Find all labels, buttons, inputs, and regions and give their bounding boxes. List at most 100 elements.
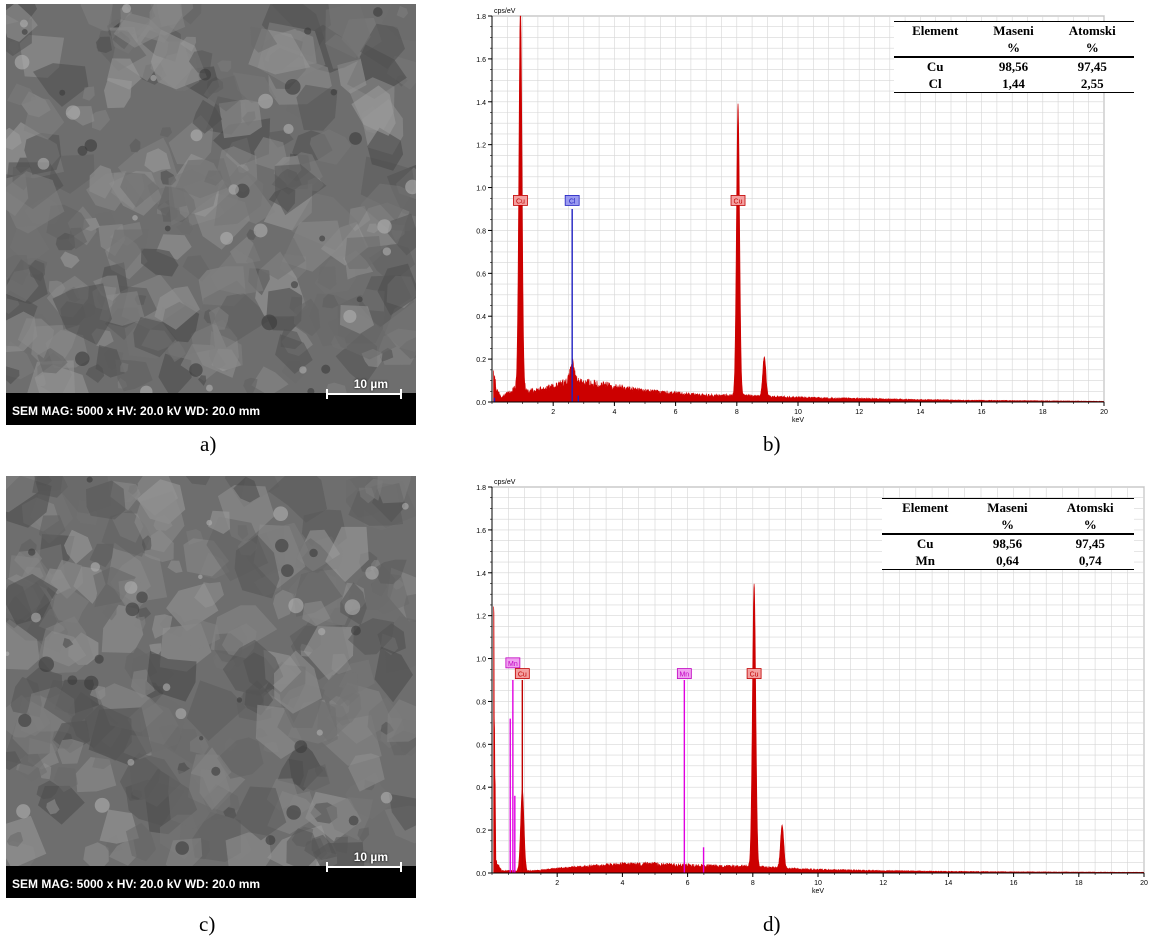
sem-grain: [186, 680, 246, 741]
sem-speck: [162, 683, 171, 691]
sem-grain: [146, 650, 197, 702]
sem-grain: [246, 229, 257, 240]
sem-grain: [255, 704, 305, 759]
sem-speck: [175, 841, 189, 855]
x-tick-label: 14: [917, 409, 925, 416]
sem-grain: [42, 631, 87, 667]
sem-grain: [223, 807, 237, 819]
table-cell: 97,45: [1077, 59, 1107, 74]
sem-grain: [125, 822, 157, 862]
sem-grain: [274, 650, 322, 714]
x-tick-label: 6: [674, 409, 678, 416]
sem-speck: [21, 28, 28, 35]
sem-grain: [129, 138, 141, 153]
element-marker-label: Cu: [734, 198, 743, 205]
sem-speck: [382, 247, 392, 256]
sem-speck: [309, 548, 318, 558]
y-tick-label: 1.8: [476, 485, 486, 492]
x-tick-label: 10: [794, 409, 802, 416]
sem-speck: [28, 548, 36, 556]
y-axis-label: cps/eV: [494, 479, 516, 486]
sem-grain: [89, 543, 114, 568]
sem-speck: [140, 385, 153, 393]
sem-speck: [253, 223, 268, 238]
table-cell: Cu: [926, 59, 944, 74]
table-row: Mn 0,64 0,74: [882, 552, 1134, 570]
y-tick-label: 0.8: [476, 228, 486, 235]
sem-grain: [246, 227, 306, 280]
sem-grain: [377, 263, 416, 316]
sem-grain: [48, 280, 66, 298]
sem-grain: [86, 480, 126, 520]
sem-speck: [16, 804, 31, 819]
sem-micrograph-texture: [6, 476, 416, 866]
sem-grain: [336, 476, 358, 499]
sem-speck: [405, 179, 416, 195]
table-cell: 0,74: [1046, 552, 1134, 570]
sem-grain: [57, 739, 84, 764]
sem-grain: [345, 236, 382, 269]
sem-grain: [309, 129, 352, 165]
x-tick-label: 14: [945, 880, 953, 887]
sem-grain: [286, 828, 322, 866]
sem-grain: [190, 736, 209, 755]
y-tick-label: 0.0: [476, 400, 486, 407]
sem-grain: [115, 359, 153, 392]
sem-grain: [217, 60, 232, 72]
sem-speck: [401, 502, 409, 510]
sem-grain: [23, 96, 65, 140]
x-tick-label: 8: [735, 409, 739, 416]
sem-grain: [185, 476, 210, 486]
sem-speck: [31, 612, 41, 623]
sem-grain: [149, 643, 162, 655]
y-tick-label: 1.4: [476, 100, 486, 107]
sem-micrograph-texture: [6, 4, 416, 393]
sem-grain: [134, 616, 146, 630]
sem-speck: [351, 625, 361, 636]
sem-grain: [302, 600, 331, 627]
sem-grain: [208, 306, 229, 330]
sem-grain: [273, 589, 294, 620]
sem-grain: [275, 334, 313, 374]
x-tick-label: 12: [879, 880, 887, 887]
sem-grain: [384, 294, 416, 352]
table-cell: 97,45: [1075, 536, 1105, 551]
sem-speck: [164, 225, 171, 232]
element-marker: Cu: [514, 668, 530, 679]
sem-grain: [38, 515, 66, 544]
sem-grain: [152, 614, 173, 639]
sem-speck: [290, 281, 299, 289]
sem-grain: [315, 764, 328, 777]
sem-grain: [198, 375, 207, 386]
sem-grain: [333, 836, 348, 854]
table-header: Element: [894, 21, 977, 39]
x-tick-label: 20: [1100, 409, 1108, 416]
y-tick-label: 1.2: [476, 614, 486, 621]
x-axis-label: keV: [812, 888, 824, 895]
sem-grain: [188, 50, 213, 74]
y-tick-label: 0.6: [476, 271, 486, 278]
table-row: Cu 98,56 97,45: [882, 534, 1134, 552]
sem-grain: [64, 529, 93, 564]
table-cell: 2,55: [1050, 75, 1134, 93]
sem-grain: [93, 275, 121, 301]
sem-grain: [129, 754, 181, 807]
x-tick-label: 16: [978, 409, 986, 416]
table-header: %: [976, 39, 1051, 58]
sem-grain: [322, 293, 339, 309]
sem-grain: [32, 476, 68, 498]
sem-grain: [6, 573, 58, 625]
panel-label-c: c): [199, 912, 216, 936]
sem-grain: [243, 377, 258, 393]
sem-grain: [46, 799, 60, 815]
sem-grain: [367, 127, 404, 171]
y-tick-label: 0.6: [476, 742, 486, 749]
sem-speck: [67, 675, 78, 686]
y-tick-label: 0.0: [476, 871, 486, 878]
sem-grain: [303, 626, 354, 681]
sem-grain: [102, 604, 117, 621]
sem-grain: [154, 286, 200, 330]
sem-speck: [136, 591, 148, 603]
element-marker-box: [676, 668, 692, 679]
sem-speck: [14, 54, 30, 70]
